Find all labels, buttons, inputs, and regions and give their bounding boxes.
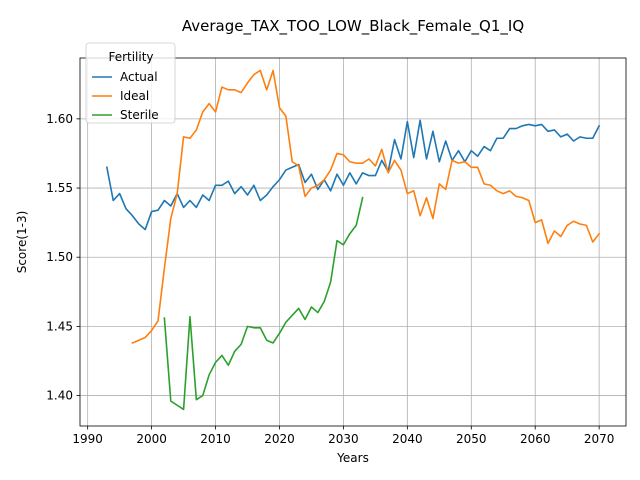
x-tick-label: 2070: [584, 432, 615, 446]
series-line-actual: [105, 119, 601, 231]
legend-label-actual: Actual: [120, 70, 158, 84]
x-tick-label: 2020: [264, 432, 295, 446]
x-tick-label: 1990: [72, 432, 103, 446]
axes-frame: [79, 57, 627, 427]
legend: Fertility Actual Ideal Sterile: [85, 42, 176, 124]
x-tick-label: 2030: [328, 432, 359, 446]
y-tick-label: 1.60: [46, 112, 73, 126]
y-tick-label: 1.50: [46, 250, 73, 264]
x-axis-ticks: 1990 2000 2010 2020 2030 2040 2050 2060 2070: [72, 426, 614, 446]
series-lines: [105, 69, 601, 411]
y-axis-label: Score(1-3): [15, 211, 29, 274]
x-tick-label: 2000: [136, 432, 167, 446]
x-tick-label: 2060: [520, 432, 551, 446]
legend-entries: Actual Ideal Sterile: [92, 70, 159, 122]
x-tick-label: 2050: [456, 432, 487, 446]
grid-lines: [80, 58, 626, 426]
legend-title: Fertility: [108, 50, 153, 64]
x-tick-label: 2010: [200, 432, 231, 446]
y-tick-label: 1.40: [46, 389, 73, 403]
legend-label-ideal: Ideal: [120, 89, 149, 103]
y-tick-label: 1.45: [46, 319, 73, 333]
series-line-sterile: [163, 196, 364, 411]
y-axis-ticks: 1.40 1.45 1.50 1.55 1.60: [46, 112, 80, 403]
chart-title: Average_TAX_TOO_LOW_Black_Female_Q1_IQ: [182, 17, 524, 36]
y-tick-label: 1.55: [46, 181, 73, 195]
legend-label-sterile: Sterile: [120, 108, 159, 122]
legend-box: [85, 42, 176, 124]
x-axis-label: Years: [336, 451, 369, 465]
series-line-ideal: [131, 69, 601, 345]
x-tick-label: 2040: [392, 432, 423, 446]
